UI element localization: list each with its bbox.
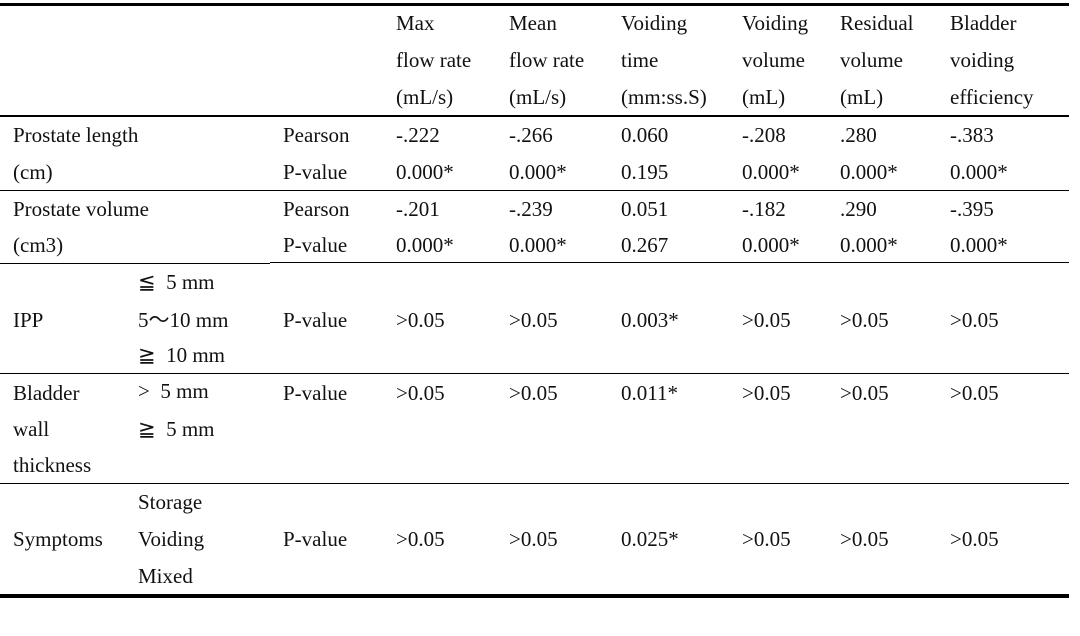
col-header-bladder-efficiency-line1: Bladder bbox=[950, 11, 1017, 35]
col-header-bladder-efficiency-line2: voiding bbox=[950, 48, 1015, 72]
table-cell: >0.05 bbox=[950, 527, 999, 551]
row-divider bbox=[0, 483, 1069, 484]
table-cell: -.208 bbox=[742, 123, 786, 147]
table-cell: 0.000* bbox=[396, 160, 454, 184]
row-divider bbox=[0, 263, 270, 264]
col-header-mean-flow-line1: Mean bbox=[509, 11, 557, 35]
table-cell: 0.000* bbox=[509, 233, 567, 257]
row-label-bladder-wall: wall bbox=[13, 417, 50, 441]
col-header-mean-flow-line2: flow rate bbox=[509, 48, 585, 72]
stat-name: P-value bbox=[283, 160, 348, 184]
col-header-voiding-time-line1: Voiding bbox=[621, 11, 688, 35]
table-cell: >0.05 bbox=[950, 381, 999, 405]
col-header-voiding-volume-line2: volume bbox=[742, 48, 805, 72]
subgroup-label: Storage bbox=[138, 490, 203, 514]
table-cell: 0.011* bbox=[621, 381, 678, 405]
table-cell: 0.000* bbox=[840, 160, 898, 184]
table-cell: 0.000* bbox=[840, 233, 898, 257]
row-divider bbox=[0, 373, 1069, 374]
row-label-ipp: IPP bbox=[13, 308, 44, 332]
col-header-max-flow-line3: (mL/s) bbox=[396, 85, 454, 109]
row-label-bladder-thickness: thickness bbox=[13, 453, 92, 477]
table-cell: .290 bbox=[840, 197, 877, 221]
table-cell: >0.05 bbox=[396, 308, 445, 332]
row-label-symptoms: Symptoms bbox=[13, 527, 103, 551]
table-cell: 0.000* bbox=[509, 160, 567, 184]
subgroup-label: ≧ 10 mm bbox=[138, 343, 226, 367]
table-cell: 0.000* bbox=[396, 233, 454, 257]
table-cell: 0.000* bbox=[742, 160, 800, 184]
table-cell: >0.05 bbox=[509, 308, 558, 332]
col-header-voiding-time-line2: time bbox=[621, 48, 659, 72]
stat-name: P-value bbox=[283, 308, 348, 332]
subgroup-label: ≦ 5 mm bbox=[138, 270, 215, 294]
table-cell: 0.060 bbox=[621, 123, 669, 147]
col-header-mean-flow-line3: (mL/s) bbox=[509, 85, 567, 109]
row-label-prostate-volume: Prostate volume bbox=[13, 197, 149, 221]
row-divider bbox=[270, 262, 1069, 263]
table-cell: 0.195 bbox=[621, 160, 669, 184]
header-rule bbox=[0, 115, 1069, 117]
stat-name: Pearson bbox=[283, 197, 350, 221]
row-label-prostate-volume-unit: (cm3) bbox=[13, 233, 64, 257]
table-cell: >0.05 bbox=[509, 527, 558, 551]
col-header-max-flow-line1: Max bbox=[396, 11, 435, 35]
table-cell: 0.267 bbox=[621, 233, 669, 257]
table-cell: >0.05 bbox=[840, 381, 889, 405]
col-header-max-flow-line2: flow rate bbox=[396, 48, 472, 72]
table-cell: >0.05 bbox=[396, 381, 445, 405]
table-cell: >0.05 bbox=[742, 527, 791, 551]
table-cell: >0.05 bbox=[396, 527, 445, 551]
table-cell: 0.000* bbox=[742, 233, 800, 257]
table-cell: 0.000* bbox=[950, 160, 1008, 184]
subgroup-label: > 5 mm bbox=[138, 379, 209, 403]
stat-name: P-value bbox=[283, 233, 348, 257]
subgroup-label: 5～10 mm bbox=[138, 308, 229, 332]
table-cell: -.239 bbox=[509, 197, 553, 221]
table-cell: -.222 bbox=[396, 123, 440, 147]
row-label-bladder: Bladder bbox=[13, 381, 80, 405]
table-cell: 0.003* bbox=[621, 308, 679, 332]
bottom-rule bbox=[0, 594, 1069, 598]
col-header-bladder-efficiency-line3: efficiency bbox=[950, 85, 1034, 109]
subgroup-label: Voiding bbox=[138, 527, 205, 551]
subgroup-label: ≧ 5 mm bbox=[138, 417, 215, 441]
table-cell: -.395 bbox=[950, 197, 994, 221]
table-cell: >0.05 bbox=[950, 308, 999, 332]
col-header-residual-volume-line1: Residual bbox=[840, 11, 914, 35]
table-cell: >0.05 bbox=[742, 381, 791, 405]
table-cell: >0.05 bbox=[840, 308, 889, 332]
row-divider bbox=[0, 190, 1069, 191]
table-cell: 0.000* bbox=[950, 233, 1008, 257]
table-cell: 0.051 bbox=[621, 197, 669, 221]
col-header-voiding-volume-line3: (mL) bbox=[742, 85, 786, 109]
row-label-prostate-length: Prostate length bbox=[13, 123, 139, 147]
top-rule bbox=[0, 3, 1069, 6]
table-cell: -.201 bbox=[396, 197, 440, 221]
table-cell: .280 bbox=[840, 123, 877, 147]
table-cell: -.383 bbox=[950, 123, 994, 147]
col-header-residual-volume-line2: volume bbox=[840, 48, 903, 72]
table-cell: -.266 bbox=[509, 123, 553, 147]
stat-name: Pearson bbox=[283, 123, 350, 147]
col-header-residual-volume-line3: (mL) bbox=[840, 85, 884, 109]
table-cell: >0.05 bbox=[509, 381, 558, 405]
table-cell: -.182 bbox=[742, 197, 786, 221]
table-cell: 0.025* bbox=[621, 527, 679, 551]
table-cell: >0.05 bbox=[840, 527, 889, 551]
col-header-voiding-volume-line1: Voiding bbox=[742, 11, 809, 35]
table-cell: >0.05 bbox=[742, 308, 791, 332]
subgroup-label: Mixed bbox=[138, 564, 193, 588]
row-label-prostate-length-unit: (cm) bbox=[13, 160, 53, 184]
stat-name: P-value bbox=[283, 381, 348, 405]
col-header-voiding-time-line3: (mm:ss.S) bbox=[621, 85, 707, 109]
stat-name: P-value bbox=[283, 527, 348, 551]
